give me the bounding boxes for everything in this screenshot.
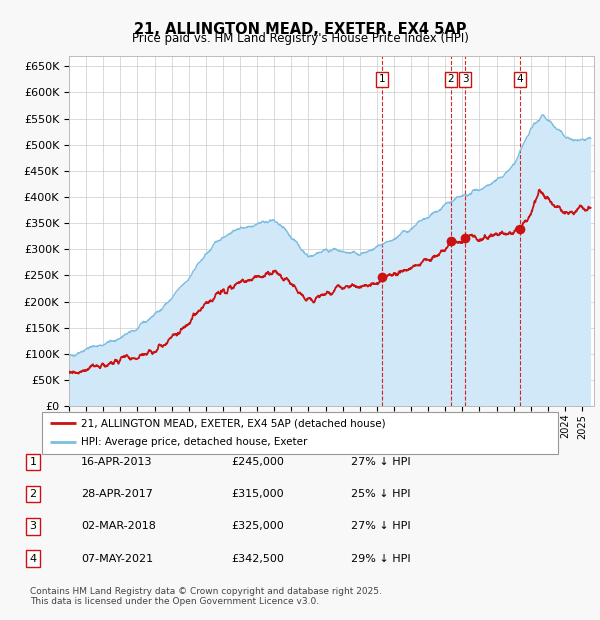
Text: £315,000: £315,000	[231, 489, 284, 499]
Text: 21, ALLINGTON MEAD, EXETER, EX4 5AP (detached house): 21, ALLINGTON MEAD, EXETER, EX4 5AP (det…	[80, 418, 385, 428]
Text: £245,000: £245,000	[231, 457, 284, 467]
Text: 21, ALLINGTON MEAD, EXETER, EX4 5AP: 21, ALLINGTON MEAD, EXETER, EX4 5AP	[134, 22, 466, 37]
Text: 1: 1	[379, 74, 385, 84]
Text: £325,000: £325,000	[231, 521, 284, 531]
Text: 16-APR-2013: 16-APR-2013	[81, 457, 152, 467]
Text: 27% ↓ HPI: 27% ↓ HPI	[351, 457, 410, 467]
Text: 25% ↓ HPI: 25% ↓ HPI	[351, 489, 410, 499]
Text: 27% ↓ HPI: 27% ↓ HPI	[351, 521, 410, 531]
Text: 2: 2	[448, 74, 454, 84]
Text: HPI: Average price, detached house, Exeter: HPI: Average price, detached house, Exet…	[80, 438, 307, 448]
Text: 4: 4	[29, 554, 37, 564]
FancyBboxPatch shape	[42, 412, 558, 454]
Text: 3: 3	[29, 521, 37, 531]
Text: Contains HM Land Registry data © Crown copyright and database right 2025.
This d: Contains HM Land Registry data © Crown c…	[30, 587, 382, 606]
Text: 1: 1	[29, 457, 37, 467]
Text: 07-MAY-2021: 07-MAY-2021	[81, 554, 153, 564]
Text: 4: 4	[516, 74, 523, 84]
Text: Price paid vs. HM Land Registry's House Price Index (HPI): Price paid vs. HM Land Registry's House …	[131, 32, 469, 45]
Text: 02-MAR-2018: 02-MAR-2018	[81, 521, 156, 531]
Text: 2: 2	[29, 489, 37, 499]
Text: 28-APR-2017: 28-APR-2017	[81, 489, 153, 499]
Text: 29% ↓ HPI: 29% ↓ HPI	[351, 554, 410, 564]
Text: £342,500: £342,500	[231, 554, 284, 564]
Text: 3: 3	[462, 74, 469, 84]
